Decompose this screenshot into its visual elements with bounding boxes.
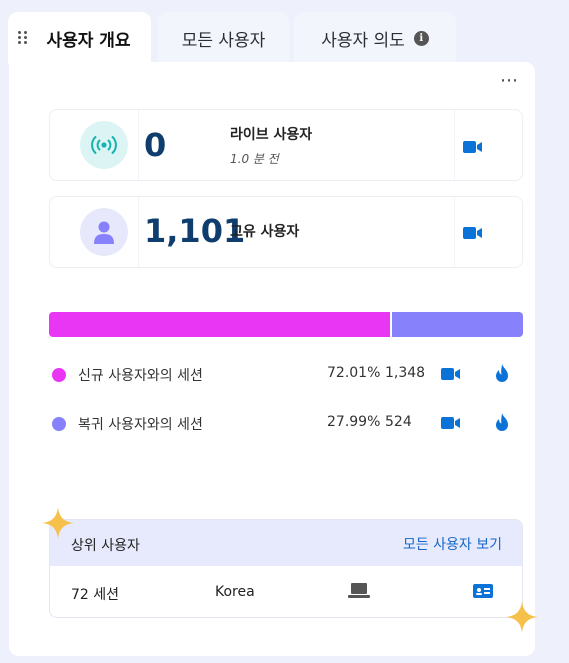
new-users-segment[interactable] bbox=[49, 312, 390, 337]
unique-users-card: 1,101 고유 사용자 bbox=[49, 196, 523, 268]
unique-users-value: 1,101 bbox=[144, 212, 246, 250]
session-name: 복귀 사용자와의 세션 bbox=[78, 417, 203, 433]
session-count: 524 bbox=[385, 414, 412, 430]
returning-users-segment[interactable] bbox=[392, 312, 523, 337]
session-count: 1,348 bbox=[385, 365, 426, 381]
live-users-updated: 1.0 분 전 bbox=[230, 152, 279, 166]
broadcast-icon bbox=[80, 121, 128, 169]
flame-icon[interactable] bbox=[494, 413, 510, 436]
table-row[interactable]: 72 세션 Korea bbox=[50, 566, 522, 617]
session-percent: 27.99% bbox=[327, 414, 381, 430]
sparkle-icon bbox=[506, 601, 538, 633]
session-name: 신규 사용자와의 세션 bbox=[78, 368, 203, 384]
more-options-button[interactable]: ⋯ bbox=[500, 70, 519, 91]
session-row-returning: 복귀 사용자와의 세션 27.99% 524 bbox=[50, 413, 530, 435]
tab-label: 사용자 개요 bbox=[46, 30, 131, 51]
session-percent: 72.01% bbox=[327, 365, 381, 381]
session-row-new: 신규 사용자와의 세션 72.01% 1,348 bbox=[50, 364, 530, 386]
live-users-card: 0 라이브 사용자 1.0 분 전 bbox=[49, 109, 523, 181]
tab-label: 사용자 의도 bbox=[321, 30, 405, 51]
laptop-icon bbox=[348, 583, 370, 602]
user-profile-card-icon[interactable] bbox=[473, 583, 493, 602]
flame-icon[interactable] bbox=[494, 364, 510, 387]
user-icon bbox=[80, 208, 128, 256]
unique-users-label: 고유 사용자 bbox=[230, 224, 300, 240]
sparkle-icon bbox=[42, 507, 74, 539]
video-icon[interactable] bbox=[463, 139, 483, 158]
legend-dot bbox=[52, 368, 66, 382]
live-users-label: 라이브 사용자 bbox=[230, 127, 313, 143]
video-icon[interactable] bbox=[441, 367, 461, 385]
tab-label: 모든 사용자 bbox=[181, 30, 266, 51]
user-country: Korea bbox=[215, 584, 255, 600]
video-icon[interactable] bbox=[463, 225, 483, 244]
top-users-table: 상위 사용자 모든 사용자 보기 72 세션 Korea bbox=[49, 519, 523, 618]
tab-all-users[interactable]: 모든 사용자 bbox=[158, 12, 289, 64]
legend-dot bbox=[52, 417, 66, 431]
drag-handle-icon[interactable] bbox=[18, 31, 28, 45]
info-icon[interactable]: i bbox=[413, 30, 429, 46]
view-all-users-link[interactable]: 모든 사용자 보기 bbox=[402, 537, 502, 553]
top-users-header: 상위 사용자 모든 사용자 보기 bbox=[50, 520, 522, 566]
sessions-split-bar bbox=[49, 312, 523, 337]
tab-user-intent[interactable]: 사용자 의도 i bbox=[294, 12, 456, 64]
user-sessions: 72 세션 bbox=[71, 587, 120, 603]
top-users-title: 상위 사용자 bbox=[71, 538, 140, 554]
live-users-value: 0 bbox=[144, 126, 167, 164]
video-icon[interactable] bbox=[441, 416, 461, 434]
tab-user-overview[interactable]: 사용자 개요 bbox=[8, 12, 151, 64]
